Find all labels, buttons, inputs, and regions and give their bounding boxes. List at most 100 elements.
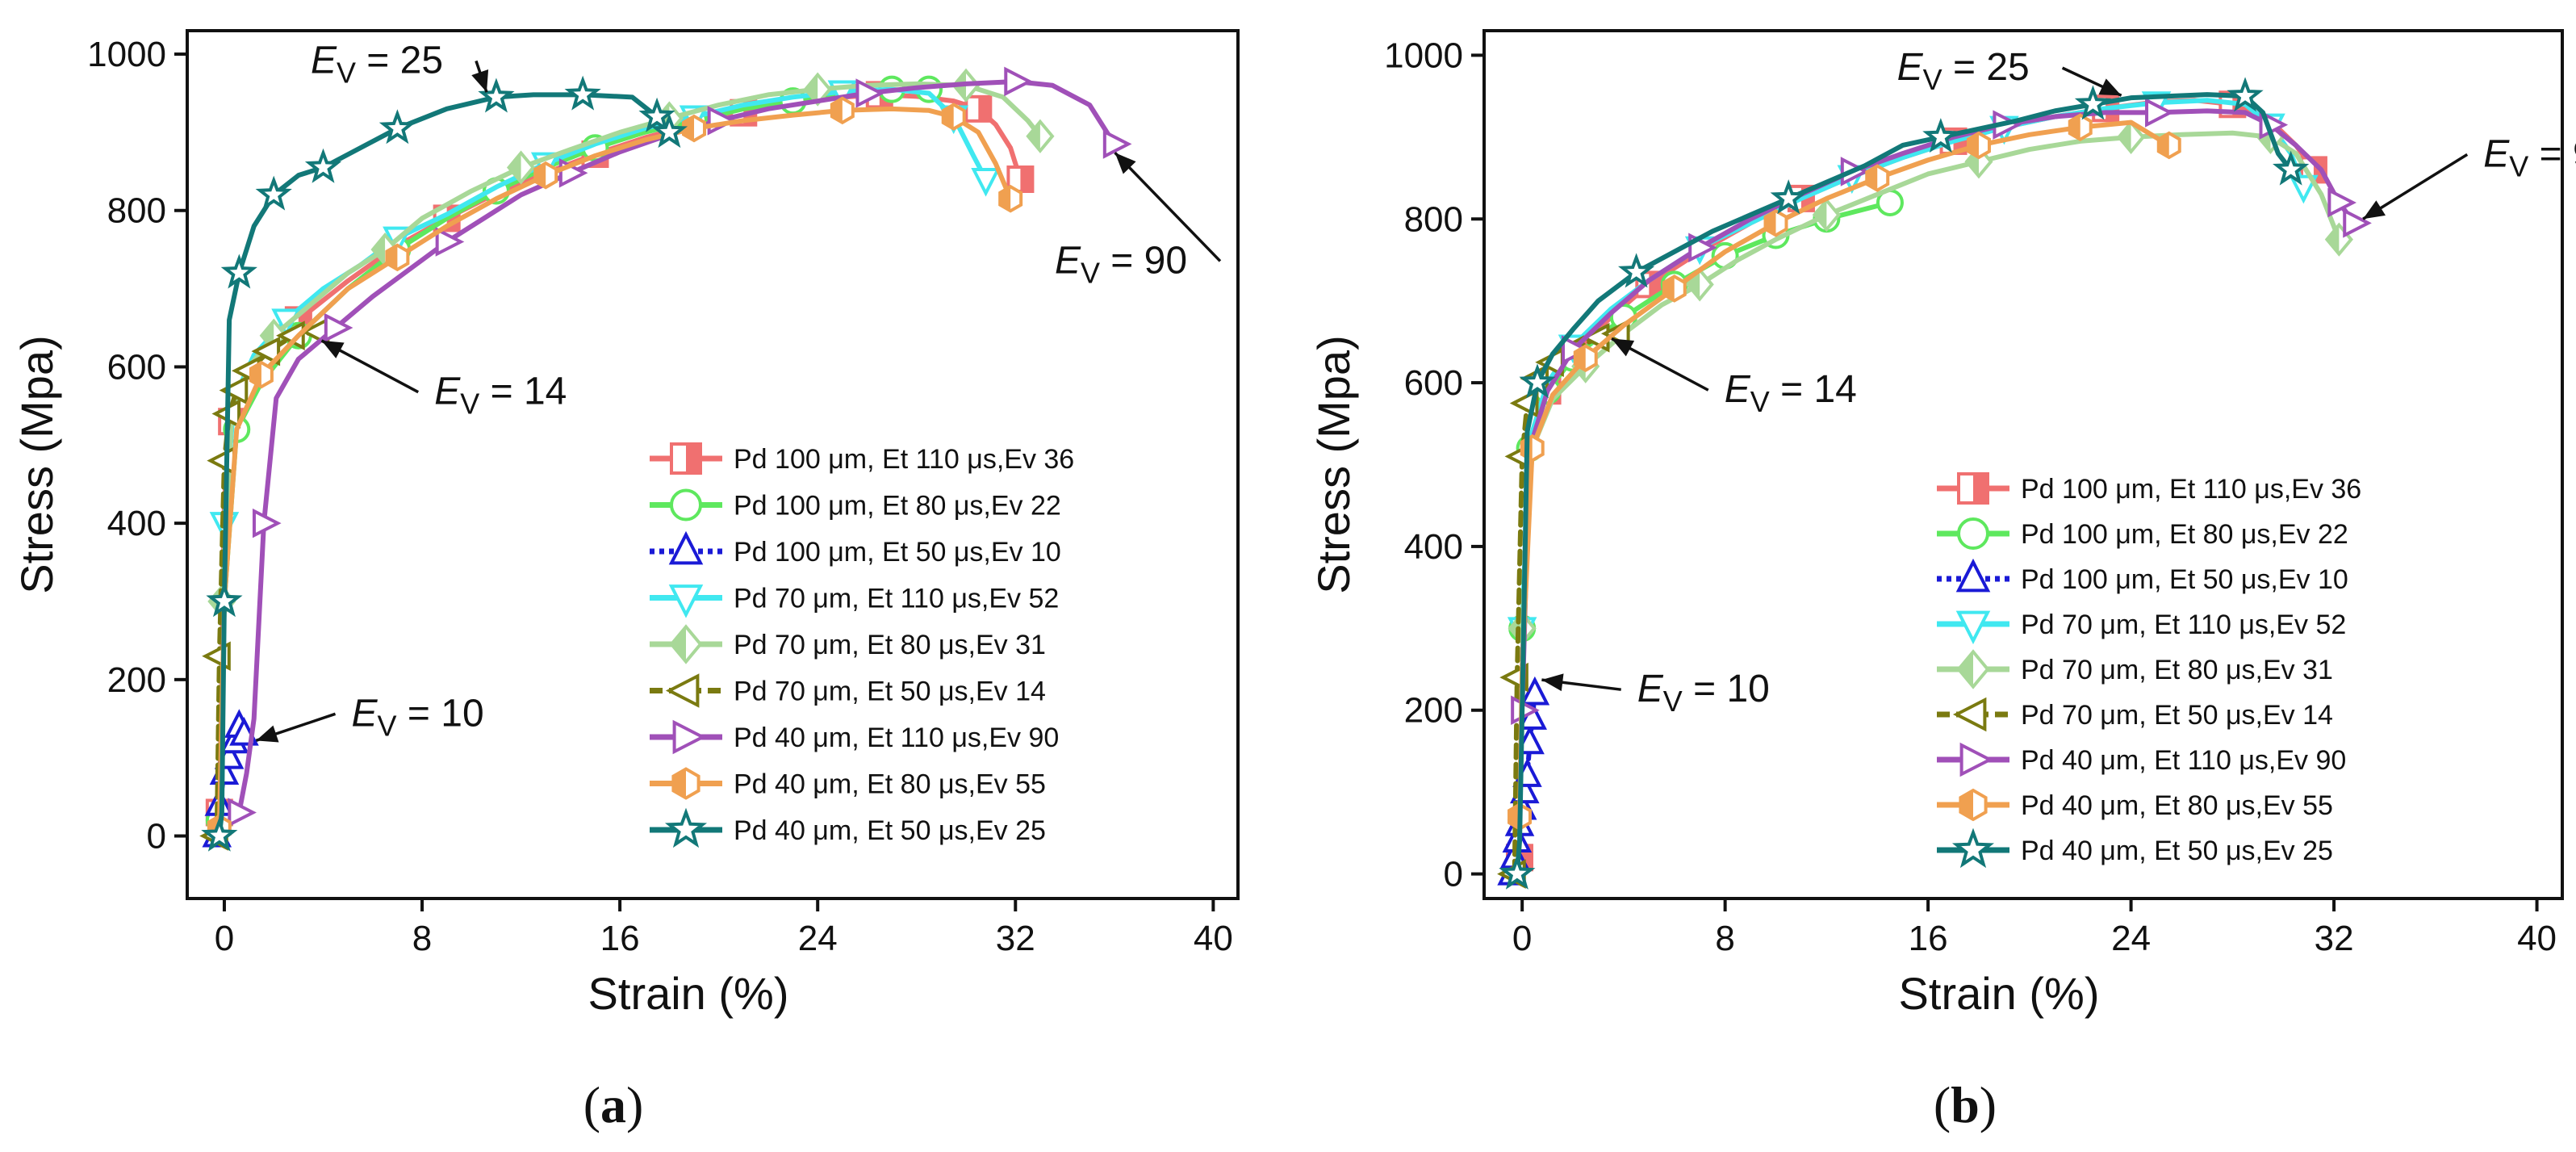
caption-open: ( [583, 1076, 600, 1133]
data-point-fill [2158, 132, 2169, 157]
x-tick-label: 40 [2517, 919, 2557, 958]
x-tick-label: 32 [996, 919, 1035, 958]
data-point [201, 816, 238, 852]
data-point [2343, 208, 2372, 238]
y-axis-title: Stress (Mpa) [11, 335, 62, 594]
legend-marker [1955, 610, 1991, 645]
legend-label: Pd 70 μm, Et 110 μs,Ev 52 [734, 584, 1059, 614]
y-tick-label: 0 [1444, 855, 1463, 894]
series-8 [201, 75, 688, 852]
annotation-symbol: E [1055, 239, 1081, 282]
x-axis-title: Strain (%) [588, 968, 789, 1019]
y-tick-label: 600 [107, 347, 166, 387]
y-tick-label: 600 [1404, 363, 1463, 403]
annotation-arrow-line [1114, 151, 1222, 262]
data-point-fill [1027, 121, 1040, 151]
data-point-fill [943, 104, 954, 129]
annotation-label: EV = 25 [1897, 46, 2030, 96]
annotation-subscript: V [337, 56, 356, 89]
y-tick-label: 0 [147, 817, 166, 857]
legend-label: Pd 100 μm, Et 50 μs,Ev 10 [734, 537, 1061, 568]
legend-label: Pd 40 μm, Et 50 μs,Ev 25 [734, 815, 1046, 846]
legend-marker-fill [673, 769, 686, 798]
data-point [2227, 77, 2264, 112]
data-point [1499, 854, 1536, 890]
data-point [564, 75, 601, 111]
annotation-value: = 14 [1770, 368, 1857, 411]
legend-a: Pd 100 μm, Et 110 μs,Ev 36 Pd 100 μm, Et … [650, 442, 1074, 848]
series-1 [1508, 188, 1904, 643]
data-point [638, 97, 675, 132]
x-tick-label: 24 [798, 919, 838, 958]
y-tick-label: 1000 [87, 35, 166, 74]
legend-marker [664, 807, 708, 848]
data-point [435, 227, 465, 257]
data-point [2145, 98, 2174, 128]
series-line [1520, 108, 2357, 713]
data-point-fill [508, 153, 521, 182]
x-tick-label: 40 [1194, 919, 1233, 958]
annotation-symbol: E [1897, 46, 1924, 89]
legend-label: Pd 70 μm, Et 110 μs,Ev 52 [2021, 610, 2346, 640]
legend-label: Pd 100 μm, Et 110 μs,Ev 36 [734, 444, 1074, 475]
legend-marker-fill [1960, 790, 1973, 819]
x-tick-label: 8 [412, 919, 432, 958]
data-point [220, 253, 257, 289]
caption-letter: b [1951, 1076, 1980, 1133]
data-point-fill [373, 235, 386, 265]
data-point-fill [1814, 200, 1827, 230]
data-point-fill [387, 245, 398, 270]
data-point [251, 336, 281, 367]
data-point-fill [535, 163, 546, 188]
caption-letter: a [600, 1076, 626, 1133]
data-point [1922, 118, 1959, 153]
annotation-symbol: E [1637, 668, 1664, 710]
annotation-subscript: V [1750, 385, 1770, 418]
legend-marker [1957, 517, 1989, 550]
x-tick-label: 0 [215, 919, 234, 958]
annotation-label: EV = 25 [311, 39, 443, 89]
annotation-label: EV = 10 [352, 692, 484, 742]
y-tick-label: 800 [107, 191, 166, 231]
annotation-arrowhead [321, 340, 345, 358]
annotation-value: = 10 [397, 692, 484, 735]
caption-close: ) [626, 1076, 643, 1133]
legend-label: Pd 70 μm, Et 80 μs,Ev 31 [734, 630, 1046, 660]
x-tick-label: 8 [1715, 919, 1734, 958]
legend-marker-fill [1959, 651, 1973, 687]
annotation-subscript: V [1923, 63, 1942, 96]
x-tick-label: 16 [1909, 919, 1948, 958]
annotation: EV = 14 [1611, 337, 1857, 418]
annotation-symbol: E [1725, 368, 1751, 411]
annotation-symbol: E [352, 692, 378, 735]
caption-close: ) [1980, 1076, 1997, 1133]
annotation-value: = 25 [1942, 46, 2030, 89]
annotation-subscript: V [1663, 685, 1683, 718]
legend-label: Pd 40 μm, Et 50 μs,Ev 25 [2021, 836, 2333, 866]
y-tick-label: 400 [107, 504, 166, 543]
data-point-fill [805, 74, 818, 104]
y-tick-label: 800 [1404, 199, 1463, 239]
annotation-subscript: V [2509, 149, 2528, 182]
series-line [216, 106, 1014, 831]
legend-marker [665, 673, 700, 708]
data-point [971, 168, 1001, 197]
data-point-fill [1765, 211, 1776, 236]
annotation: EV = 10 [1541, 668, 1770, 718]
data-point-fill [1687, 270, 1700, 300]
data-point [1520, 676, 1550, 706]
legend-label: Pd 100 μm, Et 50 μs,Ev 10 [2021, 564, 2348, 595]
data-point-fill [1000, 186, 1011, 212]
data-point [2273, 150, 2310, 186]
data-point [219, 375, 249, 405]
plot-frame-a [186, 29, 1240, 900]
annotation-symbol: E [2483, 132, 2510, 175]
annotation-arrowhead [471, 69, 489, 93]
data-point-fill [2118, 122, 2131, 152]
annotation-arrowhead [1114, 153, 1136, 174]
caption-a: (a) [583, 1076, 644, 1133]
x-tick-label: 32 [2315, 919, 2354, 958]
series-line [219, 81, 1043, 604]
data-point-fill [2327, 224, 2340, 254]
